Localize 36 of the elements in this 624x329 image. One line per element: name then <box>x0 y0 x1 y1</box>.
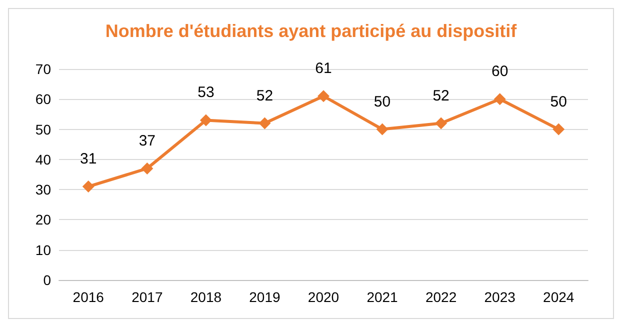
data-label: 50 <box>550 93 567 110</box>
x-tick-label: 2024 <box>543 289 574 305</box>
y-tick-label: 70 <box>35 61 52 77</box>
data-label: 50 <box>374 93 391 110</box>
x-tick-label: 2017 <box>132 289 163 305</box>
data-label: 52 <box>256 87 274 104</box>
x-tick-label: 2016 <box>72 289 104 305</box>
point <box>141 162 154 174</box>
chart-title: Nombre d'étudiants ayant participé au dispositif <box>105 21 518 41</box>
x-tick-label: 2021 <box>366 289 398 305</box>
point <box>552 123 565 136</box>
point <box>376 123 388 136</box>
data-label: 37 <box>138 132 156 150</box>
y-tick-label: 0 <box>43 272 52 288</box>
y-tick-label: 60 <box>35 91 52 108</box>
data-label: 52 <box>432 87 450 104</box>
y-tick-label: 50 <box>35 121 52 138</box>
point <box>82 180 94 193</box>
point <box>258 117 271 130</box>
data-label: 53 <box>198 84 214 102</box>
x-tick-label: 2019 <box>249 289 280 305</box>
x-tick-label: 2022 <box>425 289 457 305</box>
data-label: 61 <box>315 60 332 78</box>
y-tick-label: 20 <box>35 212 52 228</box>
y-tick-label: 10 <box>35 242 52 258</box>
x-tick-label: 2020 <box>308 289 340 305</box>
point <box>318 90 330 102</box>
x-tick-label: 2023 <box>484 289 516 305</box>
data-label: 31 <box>80 150 97 168</box>
point <box>494 93 506 106</box>
point <box>200 114 212 126</box>
x-tick-label: 2018 <box>190 289 222 305</box>
y-tick-label: 30 <box>35 182 52 198</box>
data-label: 60 <box>491 63 508 80</box>
point <box>435 117 448 130</box>
y-tick-label: 40 <box>35 151 52 168</box>
